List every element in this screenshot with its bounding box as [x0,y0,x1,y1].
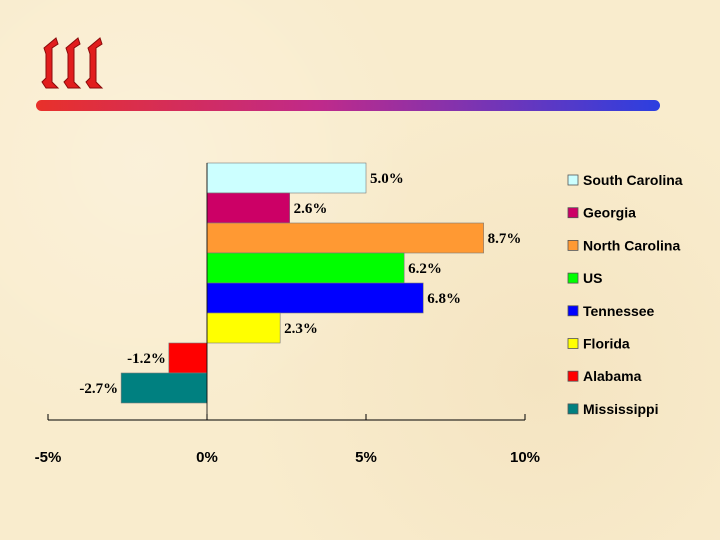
data-label-georgia: 2.6% [294,201,328,217]
legend-label-mississippi: Mississippi [583,401,658,417]
data-label-south-carolina: 5.0% [370,171,404,187]
data-label-us: 6.2% [408,261,442,277]
bars-group: 5.0% 2.6% 8.7% 6.2% 6.8% 2.3% -1.2% -2.7% [79,162,522,420]
data-label-tennessee: 6.8% [427,291,461,307]
legend-label-north-carolina: North Carolina [583,237,680,253]
x-tick-label: 0% [196,449,218,466]
data-label-alabama: -1.2% [127,351,166,367]
x-tick-label: 5% [355,449,377,466]
legend-swatch-tennessee [567,305,579,317]
legend-swatch-mississippi [567,403,579,415]
bar-tennessee [206,282,424,314]
legend: South Carolina Georgia North Carolina US Ten… [567,172,683,417]
bar-florida [206,312,281,344]
bar-us [206,252,405,284]
legend-label-alabama: Alabama [583,368,642,384]
bar-south-carolina [206,162,367,194]
legend-swatch-florida [567,338,579,349]
iii-logo-icon [41,37,104,89]
legend-label-south-carolina: South Carolina [583,172,683,188]
bar-mississippi [120,372,208,404]
data-label-mississippi: -2.7% [79,381,118,397]
legend-swatch-georgia [567,207,579,219]
x-axis: -5% 0% 5% 10% [35,414,540,466]
title-divider [36,100,660,111]
x-tick-label: 10% [510,449,540,466]
legend-label-georgia: Georgia [583,205,636,221]
legend-swatch-south-carolina [567,174,579,186]
legend-swatch-us [567,272,579,284]
bar-north-carolina [206,222,484,254]
legend-label-us: US [583,270,602,286]
bar-georgia [206,192,290,224]
bar-alabama [168,342,208,374]
data-label-florida: 2.3% [284,321,318,337]
x-tick-label: -5% [35,449,62,466]
legend-swatch-north-carolina [567,239,579,251]
legend-label-florida: Florida [583,336,630,352]
data-label-north-carolina: 8.7% [488,231,522,247]
legend-label-tennessee: Tennessee [583,303,655,319]
legend-swatch-alabama [567,370,579,382]
